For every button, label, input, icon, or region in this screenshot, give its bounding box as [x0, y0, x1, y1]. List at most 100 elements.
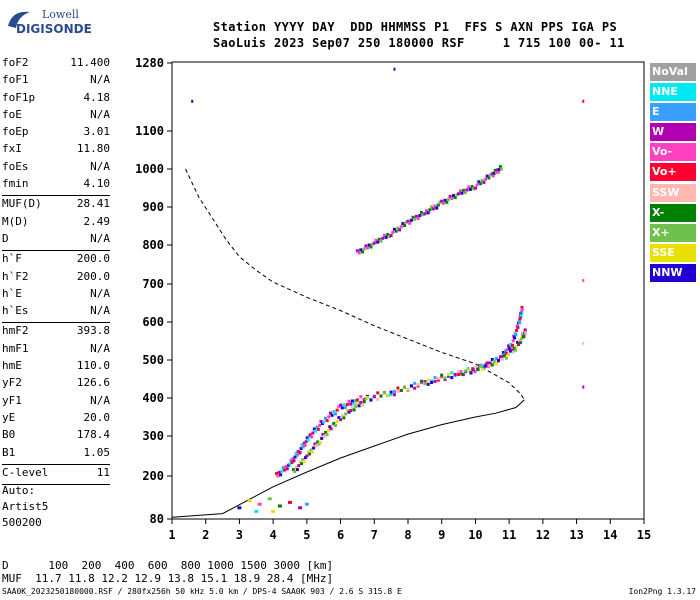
- x-trace-point: [447, 373, 450, 377]
- x-trace-upper-point: [487, 176, 491, 180]
- o-trace-point: [311, 431, 315, 435]
- param-name: foF1p: [2, 90, 36, 104]
- x-trace-upper-point: [447, 197, 450, 201]
- x-tick-label: 7: [371, 528, 378, 542]
- o-trace-point: [322, 420, 326, 424]
- param-name: MUF(D): [2, 197, 42, 211]
- o-trace-point: [376, 391, 380, 395]
- param-name: yE: [2, 410, 16, 424]
- es-point: [271, 509, 276, 513]
- o-trace-point: [298, 450, 302, 454]
- x-trace-upper-point: [418, 214, 422, 218]
- o-trace-point: [520, 305, 524, 309]
- x-trace-upper-point: [458, 189, 462, 193]
- x-trace-point: [467, 368, 471, 372]
- x-tick-label: 14: [603, 528, 617, 542]
- x-trace-upper-point: [371, 242, 375, 246]
- logo-text-bottom: DIGISONDE: [16, 22, 92, 36]
- x-trace-upper-point: [382, 233, 386, 237]
- o-trace-point: [519, 311, 523, 315]
- x-trace-point: [450, 376, 454, 380]
- x-trace-point: [332, 421, 336, 425]
- x-trace-point: [295, 468, 299, 472]
- o-trace-point: [296, 450, 300, 454]
- x-trace-point: [498, 355, 502, 359]
- param-row: foEs N/A: [2, 160, 110, 177]
- x-trace-point: [317, 442, 321, 446]
- x-trace-point: [350, 405, 354, 409]
- o-trace-point: [490, 358, 494, 361]
- x-trace-upper-point: [389, 234, 393, 238]
- x-trace-point: [502, 354, 506, 358]
- o-trace-point: [514, 333, 518, 337]
- o-trace-point: [292, 459, 296, 463]
- param-value: N/A: [90, 231, 110, 245]
- param-row: B0 178.4: [2, 428, 110, 445]
- x-trace-upper-point: [408, 221, 412, 225]
- x-trace-point: [507, 353, 510, 357]
- o-trace-point: [426, 382, 430, 386]
- x-trace-point: [297, 464, 301, 468]
- parameter-table: foF2 11.400 foF1 N/A foF1p 4.18 foE N/A foEp 3.01…: [2, 56, 110, 486]
- x-tick-label: 13: [569, 528, 583, 542]
- x-trace-point: [372, 395, 376, 399]
- param-value: N/A: [90, 341, 110, 355]
- x-trace-upper-point: [404, 220, 408, 224]
- x-trace-point: [320, 436, 324, 440]
- x-trace-point: [416, 383, 420, 387]
- o-trace-point: [318, 423, 322, 427]
- x-trace-point: [494, 362, 498, 366]
- es-point: [257, 502, 262, 506]
- x-trace-upper-point: [396, 226, 400, 230]
- o-trace-point: [513, 336, 516, 340]
- param-value: 200.0: [76, 252, 110, 266]
- x-trace-point: [524, 331, 528, 335]
- x-trace-point: [463, 369, 467, 373]
- x-trace-point: [386, 393, 390, 397]
- x-trace-point: [500, 357, 504, 361]
- x-trace-point: [393, 393, 396, 397]
- legend-item-vo-: Vo-: [650, 143, 696, 162]
- x-trace-point: [334, 424, 337, 427]
- x-tick-label: 15: [637, 528, 651, 542]
- o-trace-point: [352, 402, 356, 406]
- x-trace-upper-point: [430, 205, 434, 209]
- x-trace-upper-point: [465, 188, 469, 192]
- header-line-1: Station YYYY DAY DDD HHMMSS P1 FFS S AXN…: [213, 20, 618, 34]
- x-trace-point: [318, 440, 322, 444]
- x-trace-point: [345, 408, 349, 412]
- o-trace-point: [294, 451, 298, 455]
- polarization-legend: NoVal NNE E W Vo- Vo+ SSW X- X+ SSE NNW: [650, 63, 696, 284]
- o-trace-point: [413, 381, 417, 385]
- x-trace-upper-point: [361, 250, 364, 254]
- o-trace-point: [332, 410, 336, 414]
- o-trace-point: [520, 308, 524, 311]
- x-tick-label: 6: [337, 528, 344, 542]
- es-point: [277, 504, 282, 508]
- legend-item-w: W: [650, 123, 696, 142]
- x-trace-point: [306, 450, 310, 454]
- param-value: 11.400: [70, 56, 110, 69]
- x-tick-label: 12: [536, 528, 550, 542]
- x-trace-point: [509, 349, 512, 353]
- legend-item-nne: NNE: [650, 83, 696, 102]
- es-point: [247, 499, 252, 503]
- legend-item-e: E: [650, 103, 696, 122]
- o-trace-point: [340, 406, 344, 410]
- o-trace-point: [473, 370, 477, 374]
- o-trace-point: [459, 370, 463, 373]
- x-trace-upper-point: [420, 211, 423, 215]
- x-trace-upper-point: [499, 167, 503, 171]
- param-name: hmE: [2, 359, 22, 373]
- x-trace-point: [344, 412, 348, 416]
- es-point: [288, 500, 292, 504]
- o-trace-point: [509, 342, 512, 346]
- o-trace-point: [290, 460, 294, 464]
- file-info-footer: SAA0K_2023250180000.RSF / 280fx256h 50 k…: [2, 587, 402, 596]
- x-trace-upper-point: [393, 227, 396, 231]
- x-trace-upper-point: [369, 245, 373, 249]
- x-tick-label: 3: [236, 528, 243, 542]
- x-trace-upper-point: [463, 191, 467, 195]
- o-trace-point: [339, 403, 343, 407]
- x-trace-point: [409, 384, 413, 388]
